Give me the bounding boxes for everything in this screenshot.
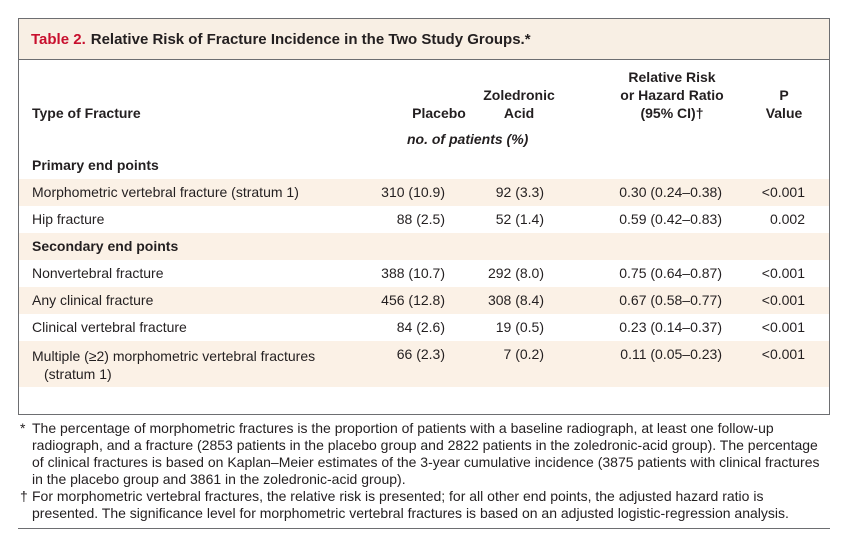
cell-zoledronic: 92 (3.3) xyxy=(495,184,544,200)
table-number: Table 2. xyxy=(31,30,86,48)
cell-type: Morphometric vertebral fracture (stratum… xyxy=(32,184,299,200)
col-rr-line1: Relative Risk xyxy=(628,69,716,85)
cell-p: <0.001 xyxy=(761,184,805,200)
cell-rr: 0.67 (0.58–0.77) xyxy=(619,292,722,308)
table-row: Morphometric vertebral fracture (stratum… xyxy=(19,179,829,206)
cell-zoledronic: 7 (0.2) xyxy=(503,346,544,362)
table-row: Any clinical fracture 456 (12.8) 308 (8.… xyxy=(19,287,829,314)
col-rr-line2: or Hazard Ratio xyxy=(620,87,724,103)
table-row: Nonvertebral fracture 388 (10.7) 292 (8.… xyxy=(19,260,829,287)
cell-p: <0.001 xyxy=(761,346,805,362)
cell-type: Clinical vertebral fracture xyxy=(32,319,187,335)
col-p-header: P Value xyxy=(759,86,809,122)
col-zoledronic-header: Zoledronic Acid xyxy=(469,86,569,122)
col-type-header: Type of Fracture xyxy=(32,105,141,121)
footnotes: * The percentage of morphometric fractur… xyxy=(18,420,830,522)
col-p-line2: Value xyxy=(765,105,803,121)
cell-placebo: 66 (2.3) xyxy=(396,346,445,362)
table-frame: Table 2. Relative Risk of Fracture Incid… xyxy=(18,18,830,415)
cell-type: Hip fracture xyxy=(32,211,105,227)
cell-p: <0.001 xyxy=(761,265,805,281)
footnote-symbol: * xyxy=(20,420,26,436)
units-label: no. of patients (%) xyxy=(407,131,529,147)
cell-rr: 0.23 (0.14–0.37) xyxy=(619,319,722,335)
table-title-bar: Table 2. Relative Risk of Fracture Incid… xyxy=(19,19,829,60)
cell-type-line1: Multiple (≥2) morphometric vertebral fra… xyxy=(32,348,316,364)
cell-placebo: 84 (2.6) xyxy=(396,319,445,335)
bottom-rule xyxy=(18,528,830,529)
section-secondary: Secondary end points xyxy=(19,233,829,260)
cell-rr: 0.75 (0.64–0.87) xyxy=(619,265,722,281)
footnote-symbol: † xyxy=(20,488,28,504)
cell-rr: 0.11 (0.05–0.23) xyxy=(620,346,722,362)
cell-type: Any clinical fracture xyxy=(32,292,154,308)
col-zoledronic-line1: Zoledronic xyxy=(483,87,555,103)
cell-type: Multiple (≥2) morphometric vertebral fra… xyxy=(32,347,315,383)
footnote-text: For morphometric vertebral fractures, th… xyxy=(32,488,789,521)
cell-rr: 0.30 (0.24–0.38) xyxy=(619,184,722,200)
cell-zoledronic: 308 (8.4) xyxy=(487,292,544,308)
cell-zoledronic: 292 (8.0) xyxy=(487,265,544,281)
table-row: Hip fracture 88 (2.5) 52 (1.4) 0.59 (0.4… xyxy=(19,206,829,233)
cell-placebo: 456 (12.8) xyxy=(381,292,445,308)
table-row: Multiple (≥2) morphometric vertebral fra… xyxy=(19,341,829,387)
column-header: Type of Fracture Placebo Zoledronic Acid… xyxy=(19,60,829,172)
footnote-text: The percentage of morphometric fractures… xyxy=(32,420,820,487)
cell-type-line2: (stratum 1) xyxy=(44,366,112,382)
cell-rr: 0.59 (0.42–0.83) xyxy=(619,211,722,227)
footnote: † For morphometric vertebral fractures, … xyxy=(18,488,830,522)
table-row: Clinical vertebral fracture 84 (2.6) 19 … xyxy=(19,314,829,341)
cell-p: 0.002 xyxy=(769,211,805,227)
cell-p: <0.001 xyxy=(761,319,805,335)
col-zoledronic-line2: Acid xyxy=(503,105,535,121)
col-p-line1: P xyxy=(779,87,789,103)
cell-type: Nonvertebral fracture xyxy=(32,265,164,281)
col-rr-line3: (95% CI)† xyxy=(640,105,704,121)
cell-placebo: 388 (10.7) xyxy=(381,265,445,281)
table-title: Relative Risk of Fracture Incidence in t… xyxy=(90,30,531,48)
cell-zoledronic: 19 (0.5) xyxy=(495,319,544,335)
cell-zoledronic: 52 (1.4) xyxy=(495,211,544,227)
cell-placebo: 88 (2.5) xyxy=(396,211,445,227)
footnote: * The percentage of morphometric fractur… xyxy=(18,420,830,488)
col-placebo-header: Placebo xyxy=(412,105,466,121)
cell-p: <0.001 xyxy=(761,292,805,308)
cell-placebo: 310 (10.9) xyxy=(381,184,445,200)
col-rr-header: Relative Risk or Hazard Ratio (95% CI)† xyxy=(597,68,747,122)
section-primary: Primary end points xyxy=(32,157,159,173)
